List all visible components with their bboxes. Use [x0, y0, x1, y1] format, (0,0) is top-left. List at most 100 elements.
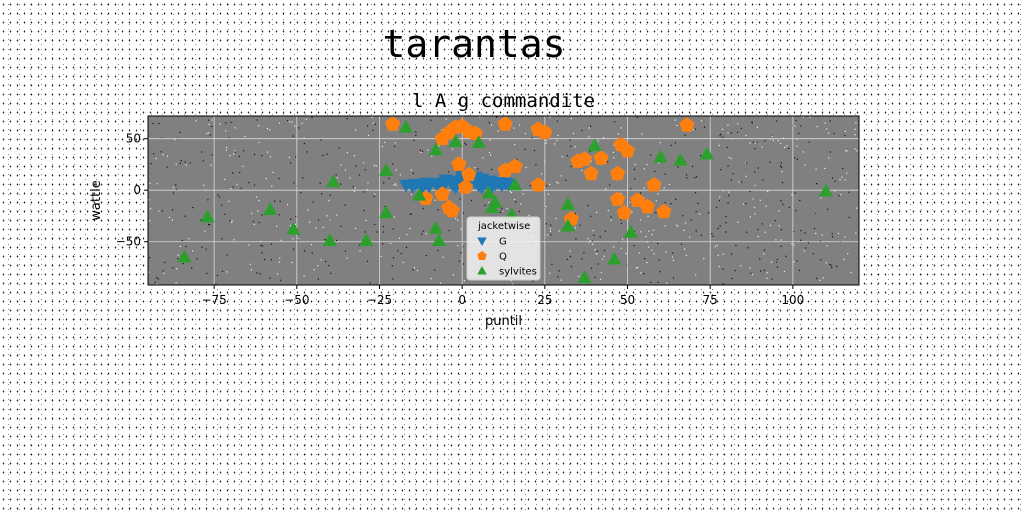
plot-speckle	[560, 175, 562, 177]
legend-label-sylvites: sylvites	[499, 267, 537, 278]
plot-speckle	[680, 243, 682, 245]
plot-speckle	[759, 199, 761, 201]
data-point-sylvites	[177, 249, 192, 263]
plot-speckle	[670, 203, 672, 205]
plot-speckle	[270, 243, 272, 245]
plot-speckle	[410, 169, 412, 171]
plot-speckle	[800, 239, 802, 241]
plot-speckle	[303, 142, 305, 145]
plot-speckle	[529, 185, 531, 187]
plot-speckle	[752, 198, 754, 200]
plot-speckle	[800, 230, 802, 232]
data-point-q	[619, 143, 636, 158]
plot-speckle	[218, 196, 221, 198]
plot-speckle	[784, 146, 786, 148]
plot-speckle	[796, 138, 798, 140]
plot-speckle	[855, 122, 857, 124]
plot-speckle	[829, 120, 831, 122]
data-point-g	[438, 174, 453, 188]
plot-speckle	[807, 242, 809, 244]
plot-speckle	[802, 151, 804, 153]
plot-speckle	[156, 277, 158, 279]
plot-speckle	[657, 281, 659, 283]
plot-speckle	[565, 179, 567, 181]
plot-speckle	[221, 238, 223, 240]
plot-speckle	[206, 132, 208, 135]
plot-speckle	[718, 200, 720, 202]
plot-speckle	[184, 161, 186, 163]
data-point-sylvites	[322, 233, 338, 246]
plot-speckle	[382, 226, 384, 228]
plot-speckle	[455, 218, 457, 220]
plot-speckle	[336, 177, 338, 179]
plot-speckle	[224, 178, 226, 180]
plot-speckle	[207, 119, 209, 121]
plot-speckle	[177, 254, 179, 256]
plot-speckle	[750, 272, 752, 274]
plot-speckle	[771, 135, 773, 137]
plot-speckle	[844, 179, 846, 181]
plot-speckle	[725, 231, 727, 233]
plot-speckle	[754, 184, 756, 187]
plot-speckle	[540, 173, 543, 175]
plot-speckle	[329, 219, 331, 221]
plot-speckle	[745, 175, 747, 177]
plot-speckle	[222, 270, 224, 272]
plot-speckle	[233, 153, 235, 155]
plot-speckle	[369, 282, 371, 284]
plot-speckle	[749, 216, 751, 218]
plot-speckle	[742, 203, 745, 205]
plot-speckle	[346, 118, 348, 120]
plot-speckle	[754, 171, 756, 173]
x-tick-label: −50	[284, 293, 309, 307]
plot-speckle	[463, 280, 465, 282]
plot-speckle	[620, 127, 622, 129]
plot-speckle	[261, 252, 263, 254]
plot-speckle	[192, 250, 194, 252]
plot-speckle	[675, 198, 677, 200]
plot-speckle	[569, 255, 571, 258]
plot-speckle	[844, 135, 846, 137]
plot-speckle	[718, 266, 720, 268]
plot-speckle	[826, 128, 828, 130]
plot-speckle	[822, 277, 824, 279]
plot-speckle	[759, 258, 761, 260]
plot-speckle	[838, 195, 840, 197]
plot-speckle	[185, 164, 187, 166]
plot-speckle	[402, 261, 404, 263]
plot-speckle	[462, 246, 464, 248]
plot-speckle	[754, 142, 757, 144]
plot-speckle	[785, 255, 787, 257]
plot-speckle	[588, 136, 590, 138]
plot-speckle	[722, 283, 724, 285]
plot-speckle	[556, 140, 558, 142]
plot-speckle	[163, 272, 165, 274]
plot-speckle	[518, 210, 521, 213]
plot-speckle	[229, 220, 231, 222]
plot-speckle	[753, 206, 756, 209]
plot-speckle	[808, 141, 810, 143]
plot-speckle	[155, 158, 157, 160]
plot-speckle	[269, 129, 271, 131]
plot-speckle	[425, 233, 427, 235]
data-point-sylvites	[653, 149, 668, 163]
plot-speckle	[355, 165, 357, 167]
plot-speckle	[579, 224, 581, 226]
plot-speckle	[777, 140, 779, 142]
plot-speckle	[550, 234, 552, 236]
plot-speckle	[210, 164, 212, 166]
plot-speckle	[694, 177, 696, 179]
plot-speckle	[856, 150, 858, 152]
plot-speckle	[740, 127, 742, 129]
plot-speckle	[229, 155, 231, 157]
plot-speckle	[279, 257, 281, 259]
plot-speckle	[745, 134, 747, 137]
plot-speckle	[763, 253, 765, 255]
plot-speckle	[374, 193, 376, 195]
data-point-sylvites	[398, 119, 414, 133]
plot-speckle	[391, 265, 393, 267]
plot-speckle	[654, 170, 656, 172]
plot-speckle	[261, 155, 263, 157]
plot-speckle	[189, 162, 191, 164]
